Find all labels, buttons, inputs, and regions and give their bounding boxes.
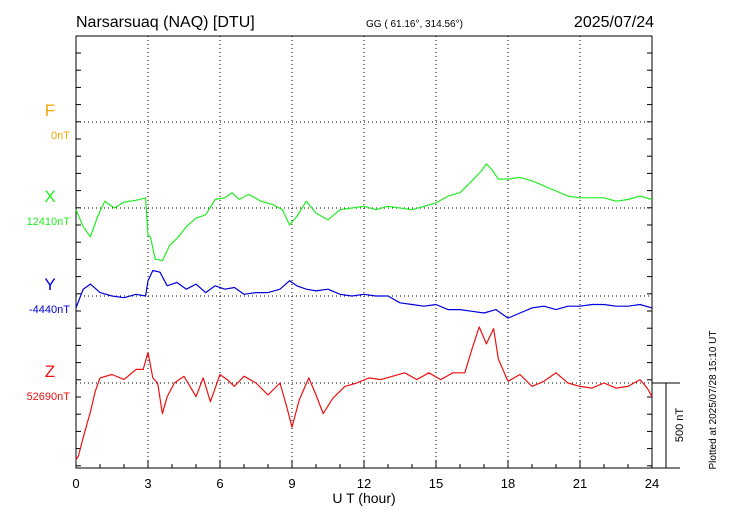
x-tick-label: 3 bbox=[144, 476, 151, 491]
right-minor-ticks bbox=[647, 52, 652, 467]
x-tick-label: 15 bbox=[429, 476, 443, 491]
series-baseline-f: 0nT bbox=[51, 130, 70, 142]
x-axis-label: U T (hour) bbox=[332, 490, 395, 506]
x-tick-label: 21 bbox=[573, 476, 587, 491]
x-axis-ticks: 0 3 6 9 12 15 18 21 24 bbox=[72, 460, 659, 491]
series-baseline-x: 12410nT bbox=[27, 216, 71, 228]
x-tick-label: 9 bbox=[288, 476, 295, 491]
left-minor-ticks bbox=[76, 52, 81, 467]
station-title: Narsarsuaq (NAQ) [DTU] bbox=[76, 14, 255, 31]
series-y-line bbox=[75, 269, 653, 319]
series-name-z: Z bbox=[45, 362, 55, 381]
scale-bar: 500 nT bbox=[652, 382, 686, 469]
series-labels: F 0nT X 12410nT Y -4440nT Z 52690nT bbox=[27, 101, 71, 403]
series-baseline-z: 52690nT bbox=[27, 391, 71, 403]
series-baseline-y: -4440nT bbox=[29, 304, 70, 316]
series-name-x: X bbox=[44, 187, 55, 206]
series-z-line bbox=[75, 326, 653, 460]
x-tick-label: 0 bbox=[72, 476, 79, 491]
date-label: 2025/07/24 bbox=[574, 14, 654, 31]
series-name-y: Y bbox=[44, 275, 55, 294]
x-tick-label: 18 bbox=[501, 476, 515, 491]
x-tick-label: 12 bbox=[357, 476, 371, 491]
series-x-line bbox=[75, 163, 653, 262]
series-name-f: F bbox=[45, 101, 55, 120]
x-tick-label: 24 bbox=[645, 476, 659, 491]
scale-bar-label: 500 nT bbox=[674, 408, 686, 443]
gridlines bbox=[76, 36, 652, 468]
plotted-note: Plotted at 2025/07/28 15:10 UT bbox=[708, 331, 719, 470]
coordinates-label: GG ( 61.16°, 314.56°) bbox=[366, 19, 463, 30]
x-tick-label: 6 bbox=[216, 476, 223, 491]
data-traces bbox=[75, 163, 653, 460]
